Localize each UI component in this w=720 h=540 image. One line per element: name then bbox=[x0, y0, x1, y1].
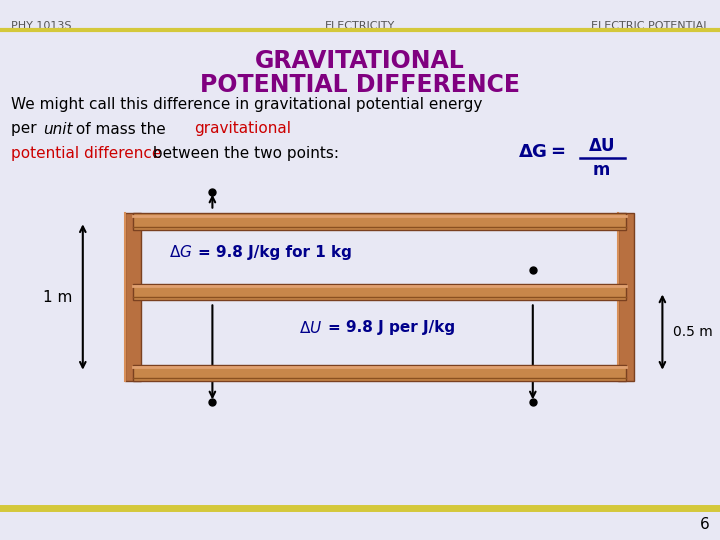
Text: per: per bbox=[11, 122, 41, 137]
Bar bbox=[125, 213, 141, 381]
Text: $\mathbf{m}$: $\mathbf{m}$ bbox=[592, 161, 610, 179]
Text: $\mathit{\Delta G}$: $\mathit{\Delta G}$ bbox=[169, 244, 193, 260]
Text: 1 m: 1 m bbox=[42, 289, 72, 305]
Bar bbox=[133, 364, 626, 381]
Bar bbox=[133, 284, 626, 300]
Text: = 9.8 J/kg for 1 kg: = 9.8 J/kg for 1 kg bbox=[198, 245, 352, 260]
Text: unit: unit bbox=[43, 122, 73, 137]
Bar bbox=[133, 213, 626, 230]
Text: 6: 6 bbox=[699, 517, 709, 532]
Text: $\mathbf{\Delta U}$: $\mathbf{\Delta U}$ bbox=[588, 137, 615, 154]
Text: We might call this difference in gravitational potential energy: We might call this difference in gravita… bbox=[11, 97, 482, 112]
Text: potential difference: potential difference bbox=[11, 146, 161, 161]
Text: of mass the: of mass the bbox=[71, 122, 171, 137]
Text: 0.5 m: 0.5 m bbox=[673, 325, 713, 339]
Text: gravitational: gravitational bbox=[194, 122, 292, 137]
Text: $\mathbf{\Delta G}$$\mathbf{=}$: $\mathbf{\Delta G}$$\mathbf{=}$ bbox=[518, 143, 566, 161]
Text: ELECTRICITY: ELECTRICITY bbox=[325, 21, 395, 31]
Text: between the two points:: between the two points: bbox=[148, 146, 338, 161]
Text: PHY 1013S: PHY 1013S bbox=[11, 21, 71, 31]
Bar bbox=[618, 213, 634, 381]
Text: ELECTRIC POTENTIAL: ELECTRIC POTENTIAL bbox=[590, 21, 709, 31]
Text: $\mathit{\Delta U}$: $\mathit{\Delta U}$ bbox=[299, 320, 322, 336]
Text: GRAVITATIONAL: GRAVITATIONAL bbox=[255, 49, 465, 72]
Text: = 9.8 J per J/kg: = 9.8 J per J/kg bbox=[328, 320, 455, 335]
Text: POTENTIAL DIFFERENCE: POTENTIAL DIFFERENCE bbox=[200, 73, 520, 97]
